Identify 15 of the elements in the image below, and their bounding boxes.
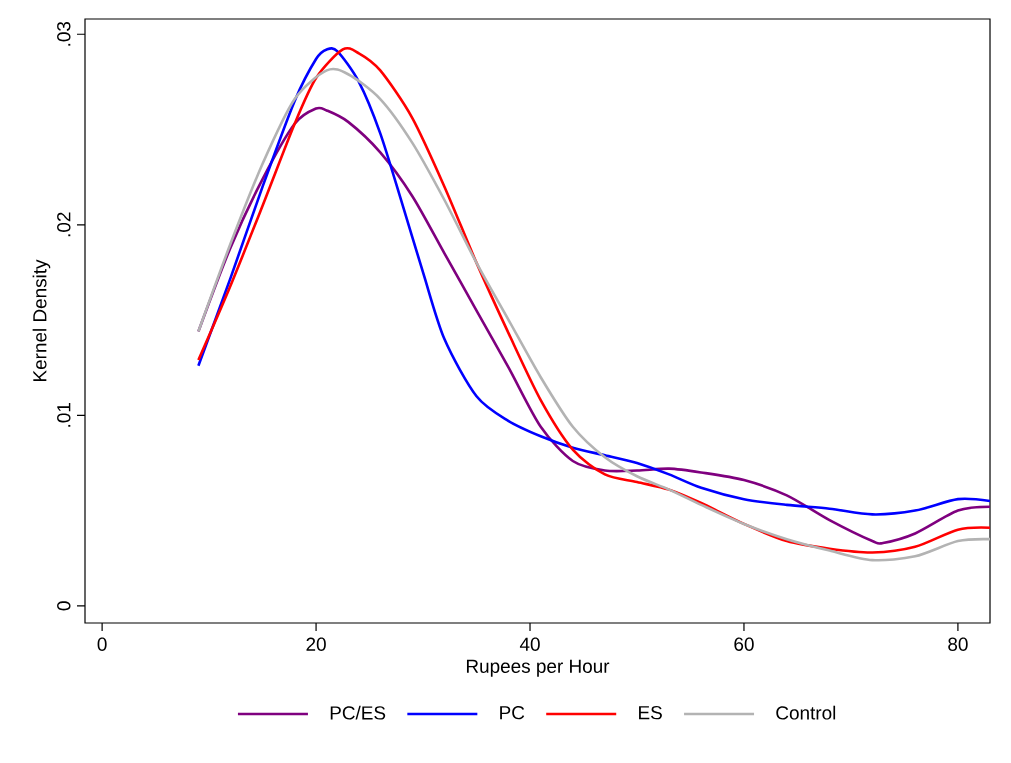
y-axis-title: Kernel Density <box>32 259 51 381</box>
y-tick-label: .01 <box>57 403 71 427</box>
x-axis-title: Rupees per Hour <box>466 659 610 677</box>
legend-label: Control <box>776 705 836 720</box>
legend-label: PC/ES <box>330 705 386 720</box>
y-tick-label: 0 <box>57 601 71 611</box>
legend-label: ES <box>639 705 662 720</box>
x-tick-label: 40 <box>519 637 540 651</box>
y-tick-label: .02 <box>57 212 71 237</box>
x-tick-label: 80 <box>948 637 968 651</box>
x-tick-label: 60 <box>734 637 754 651</box>
legend-label: PC <box>500 705 525 720</box>
x-tick-label: 20 <box>306 637 326 651</box>
y-tick-label: .03 <box>57 21 71 46</box>
x-tick-label: 0 <box>97 637 107 651</box>
